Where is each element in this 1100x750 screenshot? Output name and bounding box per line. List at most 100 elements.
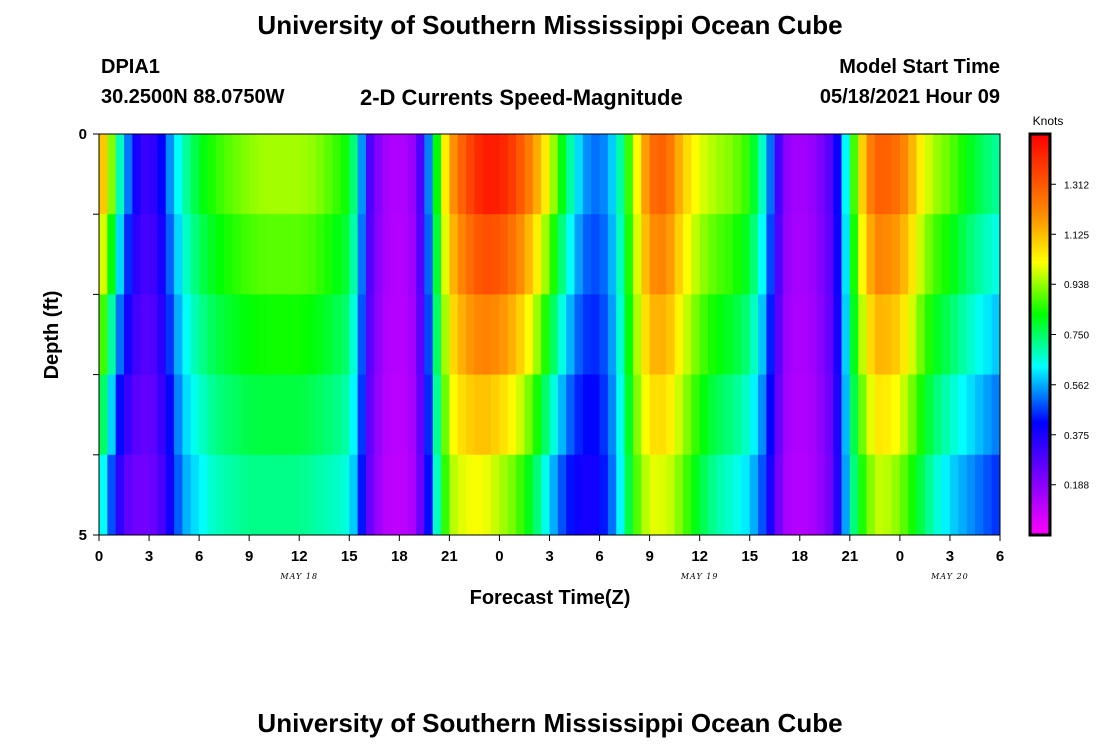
heatmap-cell	[616, 134, 625, 215]
heatmap-cell	[307, 134, 317, 215]
heatmap-cell	[115, 294, 125, 375]
heatmap-cell	[949, 214, 959, 295]
heatmap-cell	[674, 374, 684, 456]
heatmap-cell	[883, 294, 892, 375]
heatmap-cell	[899, 374, 909, 456]
heatmap-cell	[215, 374, 225, 456]
heatmap-cell	[149, 214, 158, 295]
heatmap-cell	[874, 294, 884, 375]
heatmap-cell	[791, 134, 801, 215]
heatmap-cell	[532, 454, 542, 536]
heatmap-cell	[441, 374, 450, 456]
heatmap-cell	[599, 214, 609, 295]
heatmap-cell	[924, 214, 934, 295]
heatmap-cell	[641, 454, 651, 536]
heatmap-cell	[340, 454, 350, 536]
heatmap-cell	[783, 374, 792, 456]
heatmap-cell	[833, 454, 842, 536]
heatmap-cell	[182, 134, 192, 215]
heatmap-cell	[149, 294, 158, 375]
heatmap-cell	[466, 134, 475, 215]
heatmap-cell	[332, 134, 342, 215]
heatmap-cell	[349, 374, 359, 456]
heatmap-cell	[215, 134, 225, 215]
heatmap-cell	[257, 294, 267, 375]
heatmap-cell	[641, 214, 651, 295]
y-axis: 05	[79, 126, 99, 544]
heatmap-cell	[224, 134, 233, 215]
heatmap-cell	[441, 294, 450, 375]
heatmap-cell	[491, 454, 500, 536]
heatmap-cell	[99, 454, 108, 536]
heatmap-cell	[657, 374, 667, 456]
heatmap-cell	[324, 134, 333, 215]
colorbar-ticks: 1.312 1.125 0.938 0.750 0.562 0.375 0.188	[1050, 180, 1089, 492]
heatmap-cell	[374, 214, 384, 295]
heatmap-cell	[566, 294, 575, 375]
x-tick-label: 9	[645, 548, 653, 565]
heatmap-cell	[933, 134, 942, 215]
heatmap-cell	[657, 214, 667, 295]
heatmap-cell	[816, 214, 826, 295]
heatmap-cell	[833, 294, 842, 375]
heatmap-cell	[99, 214, 108, 295]
heatmap-cell	[107, 294, 117, 375]
heatmap-cell	[966, 134, 976, 215]
heatmap-cell	[657, 454, 667, 536]
heatmap-cell	[749, 134, 759, 215]
heatmap-cell	[874, 454, 884, 536]
heatmap-cell	[858, 214, 867, 295]
x-tick-label: 6	[996, 548, 1004, 565]
heatmap-cell	[174, 214, 183, 295]
heatmap-cell	[165, 374, 175, 456]
heatmap-cell	[240, 454, 250, 536]
heatmap-cell	[591, 454, 600, 536]
heatmap-cell	[983, 134, 993, 215]
x-tick-label: 18	[391, 548, 408, 565]
heatmap-cell	[407, 214, 417, 295]
heatmap-cell	[432, 374, 442, 456]
heatmap-cell	[774, 454, 784, 536]
heatmap-cell	[357, 214, 367, 295]
heatmap-cell	[107, 134, 117, 215]
heatmap-cell	[991, 294, 1001, 375]
heatmap-cell	[416, 214, 425, 295]
heatmap-cell	[474, 134, 484, 215]
heatmap-cell	[132, 134, 142, 215]
heatmap-cell	[899, 214, 909, 295]
heatmap-cell	[724, 134, 734, 215]
heatmap-cell	[282, 294, 292, 375]
heatmap-cell	[507, 374, 517, 456]
heatmap-cell	[207, 374, 217, 456]
heatmap-cell	[541, 374, 550, 456]
heatmap-cell	[607, 294, 617, 375]
date-label: MAY 19	[680, 572, 719, 581]
heatmap-cell	[240, 294, 250, 375]
heatmap-cell	[641, 294, 651, 375]
heatmap-cell	[891, 214, 901, 295]
heatmap-cell	[624, 294, 634, 375]
heatmap-cell	[699, 214, 709, 295]
heatmap-cell	[240, 374, 250, 456]
heatmap-cell	[124, 454, 133, 536]
heatmap-cell	[365, 374, 375, 456]
heatmap-cell	[115, 134, 125, 215]
station-coords: 30.2500N 88.0750W	[101, 86, 285, 108]
heatmap-cell	[783, 134, 792, 215]
heatmap-cell	[432, 454, 442, 536]
heatmap-cell	[841, 134, 851, 215]
heatmap-cell	[733, 454, 742, 536]
heatmap-cell	[966, 374, 976, 456]
heatmap-cell	[416, 294, 425, 375]
heatmap-cell	[808, 134, 817, 215]
heatmap-cell	[340, 374, 350, 456]
title-bottom: University of Southern Mississippi Ocean…	[257, 708, 843, 738]
heatmap-cell	[657, 134, 667, 215]
heatmap-cell	[574, 294, 584, 375]
heatmap-cell	[399, 294, 409, 375]
heatmap-cell	[349, 454, 359, 536]
heatmap-cell	[232, 294, 242, 375]
heatmap-cell	[908, 374, 917, 456]
heatmap-cell	[357, 294, 367, 375]
heatmap-cell	[783, 214, 792, 295]
